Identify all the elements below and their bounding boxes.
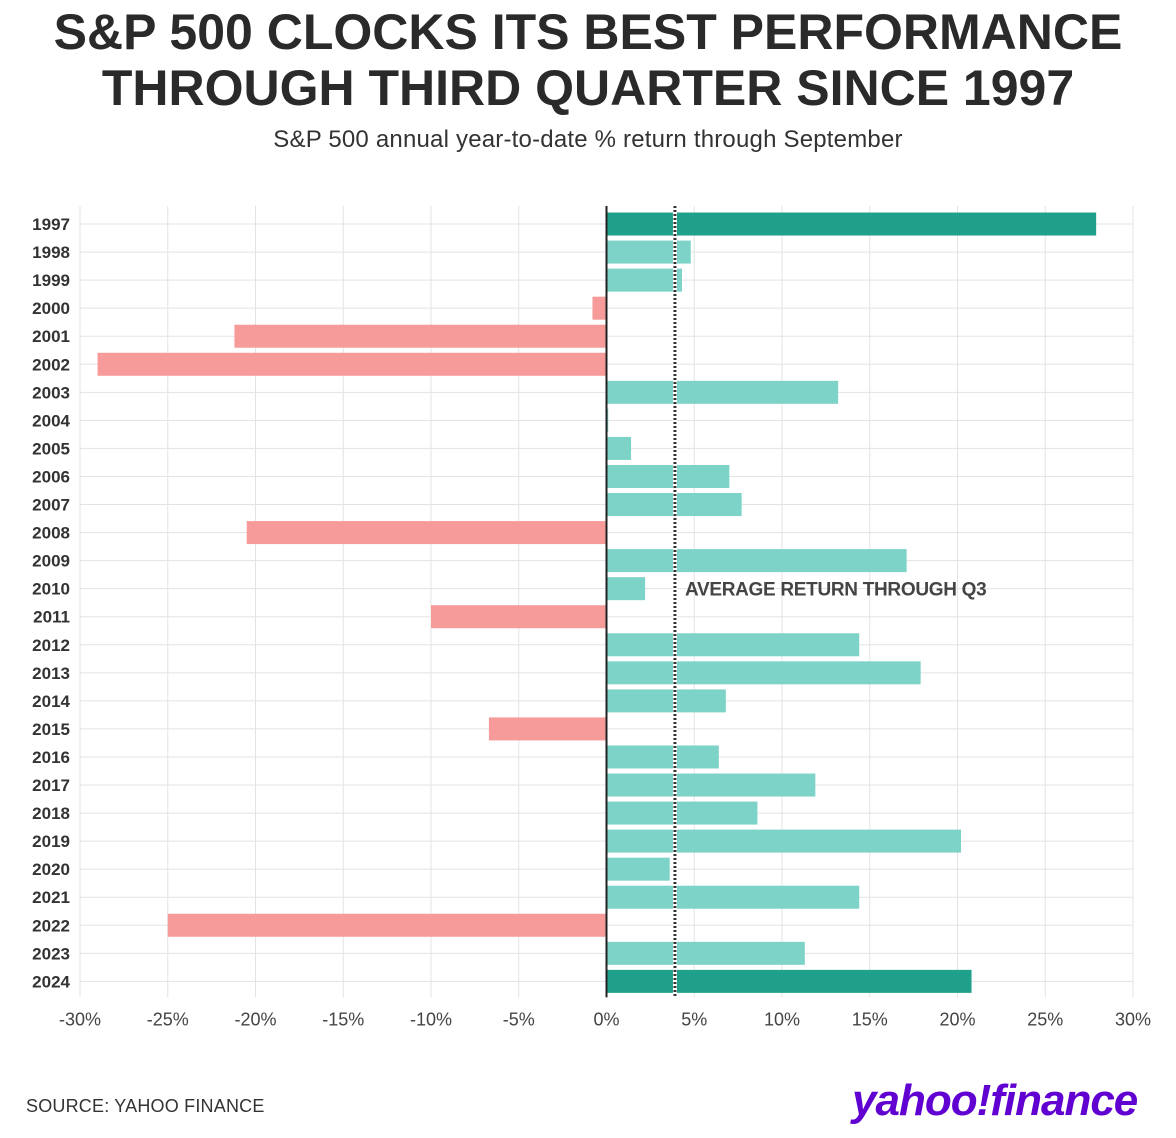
brand-mark: ! <box>976 1076 992 1125</box>
bar-2010 <box>606 577 646 601</box>
y-tick-label-2017: 2017 <box>32 776 70 795</box>
bar-chart: 1997 1998 1999 2000 2001 2002 2003 2004 2005 2006… <box>32 206 1151 1029</box>
y-tick-label-2006: 2006 <box>32 467 70 486</box>
x-tick-label: 5% <box>681 1009 707 1029</box>
y-tick-label-2018: 2018 <box>32 804 70 823</box>
bar-2024 <box>606 969 972 993</box>
y-tick-label-2004: 2004 <box>32 411 70 430</box>
x-tick-label: 25% <box>1027 1009 1063 1029</box>
y-tick-label-1998: 1998 <box>32 243 70 262</box>
y-tick-label-1999: 1999 <box>32 271 70 290</box>
x-tick-label: -30% <box>59 1009 101 1029</box>
brand-yahoo: yahoo <box>852 1076 978 1125</box>
y-tick-label-2021: 2021 <box>32 888 70 907</box>
bar-2023 <box>606 941 805 965</box>
bar-1999 <box>606 268 682 292</box>
y-tick-label-2007: 2007 <box>32 496 70 515</box>
y-tick-label-2019: 2019 <box>32 832 70 851</box>
bar-2015 <box>488 717 607 741</box>
bar-2002 <box>97 352 607 376</box>
y-tick-label-2020: 2020 <box>32 860 70 879</box>
bar-2016 <box>606 745 719 769</box>
bar-2008 <box>246 521 607 545</box>
x-tick-label: -10% <box>410 1009 452 1029</box>
x-tick-label: 20% <box>939 1009 975 1029</box>
x-tick-label: 15% <box>852 1009 888 1029</box>
y-tick-label-2023: 2023 <box>32 944 70 963</box>
y-tick-label-1997: 1997 <box>32 215 70 234</box>
bar-2009 <box>606 549 907 573</box>
average-return-annotation: AVERAGE RETURN THROUGH Q3 <box>685 580 986 601</box>
source-note: SOURCE: YAHOO FINANCE <box>26 1096 265 1116</box>
bar-1997 <box>606 212 1097 236</box>
bar-2021 <box>606 885 860 909</box>
bar-2014 <box>606 689 726 713</box>
bar-2019 <box>606 829 962 853</box>
bar-2005 <box>606 436 632 460</box>
x-tick-label: -15% <box>322 1009 364 1029</box>
y-tick-label-2015: 2015 <box>32 720 70 739</box>
bar-2000 <box>592 296 607 320</box>
yahoo-finance-logo: yahoo!finance <box>852 1076 1138 1126</box>
x-tick-label: 30% <box>1115 1009 1151 1029</box>
y-tick-label-2013: 2013 <box>32 664 70 683</box>
y-tick-label-2008: 2008 <box>32 524 70 543</box>
bar-2006 <box>606 464 730 488</box>
brand-finance: finance <box>990 1076 1138 1125</box>
bar-2001 <box>234 324 607 348</box>
bar-2018 <box>606 801 758 825</box>
y-tick-label-2000: 2000 <box>32 299 70 318</box>
y-tick-label-2010: 2010 <box>32 580 70 599</box>
bar-2017 <box>606 773 816 797</box>
x-tick-label: 0% <box>593 1009 619 1029</box>
y-tick-label-2012: 2012 <box>32 636 70 655</box>
bar-2003 <box>606 380 839 404</box>
bar-2020 <box>606 857 670 881</box>
y-tick-label-2002: 2002 <box>32 355 70 374</box>
x-tick-label: 10% <box>764 1009 800 1029</box>
x-tick-label: -25% <box>147 1009 189 1029</box>
y-tick-label-2009: 2009 <box>32 552 70 571</box>
chart-title: S&P 500 CLOCKS ITS BEST PERFORMANCE THRO… <box>53 4 1123 116</box>
y-tick-label-2011: 2011 <box>33 608 70 627</box>
y-tick-label-2003: 2003 <box>32 383 70 402</box>
y-tick-label-2014: 2014 <box>32 692 70 711</box>
y-tick-label-2016: 2016 <box>32 748 70 767</box>
chart-subtitle: S&P 500 annual year-to-date % return thr… <box>273 126 903 153</box>
x-tick-label: -5% <box>503 1009 535 1029</box>
bar-2012 <box>606 633 860 657</box>
x-tick-label: -20% <box>234 1009 276 1029</box>
bar-2013 <box>606 661 921 685</box>
y-tick-label-2022: 2022 <box>32 916 70 935</box>
bar-1998 <box>606 240 691 264</box>
bar-2022 <box>167 913 607 937</box>
bar-2011 <box>431 605 607 629</box>
y-tick-label-2024: 2024 <box>32 972 70 991</box>
y-tick-label-2001: 2001 <box>32 327 70 346</box>
y-tick-label-2005: 2005 <box>32 439 70 458</box>
